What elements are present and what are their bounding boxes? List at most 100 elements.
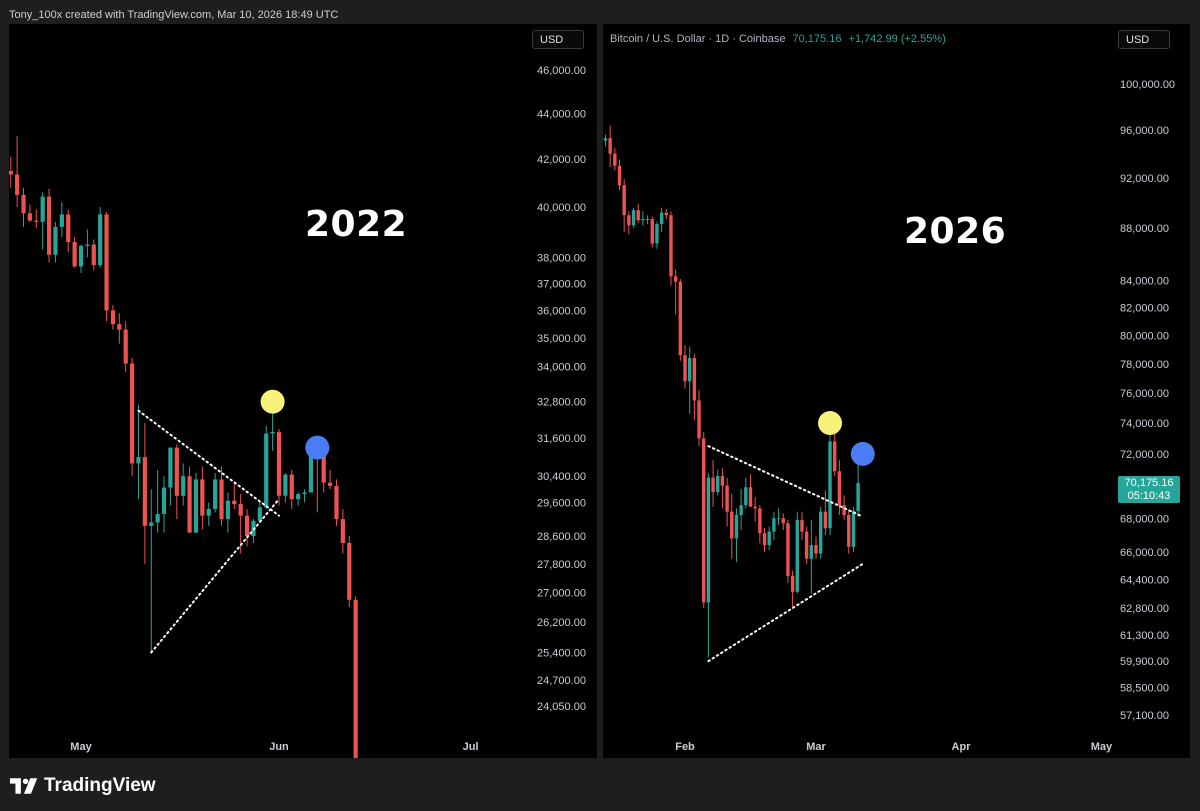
candle-body [85, 244, 90, 246]
candle-body [790, 576, 795, 592]
currency-button[interactable]: USD [532, 30, 584, 49]
candle-body [645, 219, 650, 221]
year-annotation-2022: 2022 [305, 204, 408, 245]
symbol-title: Bitcoin / U.S. Dollar · 1D · Coinbase [610, 33, 786, 45]
y-tick-label: 31,600.00 [537, 433, 586, 445]
y-tick-label: 74,000.00 [1120, 418, 1169, 430]
candle-body [40, 196, 45, 222]
candle-body [257, 507, 262, 521]
price-change: +1,742.99 (+2.55%) [848, 33, 946, 45]
trendline-dotted [150, 498, 280, 654]
candle-body [98, 214, 103, 266]
candle-body [193, 479, 199, 533]
marker-blue [305, 435, 330, 460]
chart-panel-2026[interactable]: 100,000.00 96,000.00 92,000.00 88,000.00 84,… [603, 24, 1190, 758]
candle-body [734, 514, 739, 539]
candle-body [786, 523, 790, 577]
chart-panel-2022[interactable]: 46,000.00 44,000.00 42,000.00 40,000.00 38,0… [9, 24, 597, 758]
candle-body [800, 519, 804, 532]
candle-body [264, 433, 269, 508]
y-tick-label: 29,600.00 [537, 497, 586, 509]
candle-body [21, 194, 26, 214]
trendline-dotted [707, 562, 864, 663]
chart-2026-svg[interactable]: 100,000.00 96,000.00 92,000.00 88,000.00 84,… [603, 24, 1190, 758]
y-tick-label: 62,800.00 [1120, 603, 1169, 615]
candle-body [702, 438, 706, 603]
candle-body [833, 441, 837, 472]
chart-2022-svg[interactable]: 46,000.00 44,000.00 42,000.00 40,000.00 38,0… [9, 24, 597, 758]
candle-body [804, 531, 809, 559]
candle-body [842, 505, 846, 515]
y-tick-label: 35,000.00 [537, 333, 586, 345]
candle-body [627, 215, 631, 226]
candle-body [104, 214, 109, 311]
x-tick-label: Apr [952, 741, 972, 753]
candle-body [72, 242, 77, 267]
candle-body [59, 214, 64, 227]
candle-body [697, 400, 701, 439]
candle-body [213, 479, 218, 510]
candle-body [327, 482, 333, 486]
y-tick-label: 26,200.00 [537, 617, 586, 629]
y-tick-label: 24,700.00 [537, 675, 586, 687]
candle-body [321, 453, 326, 483]
candle-body [814, 545, 818, 554]
year-annotation-2026: 2026 [904, 211, 1007, 252]
candle-body [608, 138, 612, 154]
candle-body [772, 518, 776, 532]
y-tick-label: 68,000.00 [1120, 513, 1169, 525]
y-tick-label: 30,400.00 [537, 471, 586, 483]
candle-body [650, 219, 654, 244]
y-tick-label: 59,900.00 [1120, 656, 1169, 668]
y-tick-label: 66,000.00 [1120, 547, 1169, 559]
y-tick-label: 92,000.00 [1120, 173, 1169, 185]
last-price-tag-value: 70,175.16 [1124, 477, 1174, 489]
y-tick-label: 64,400.00 [1120, 575, 1169, 587]
tradingview-logo-icon [10, 778, 38, 794]
candle-body [669, 215, 673, 277]
currency-button[interactable]: USD [1118, 30, 1170, 49]
tradingview-logo[interactable]: TradingView [10, 775, 156, 797]
y-tick-label: 37,000.00 [537, 279, 586, 291]
candle-body [758, 508, 762, 534]
candle-body [753, 506, 757, 509]
y-tick-label: 27,800.00 [537, 559, 586, 571]
marker-yellow [260, 389, 285, 414]
y-tick-label: 58,500.00 [1120, 683, 1169, 695]
candle-body [27, 213, 33, 221]
candle-body [276, 432, 282, 496]
y-tick-label: 78,000.00 [1120, 359, 1169, 371]
tradingview-logo-text: TradingView [44, 775, 156, 796]
candle-body [34, 220, 39, 222]
x-tick-label: May [1091, 741, 1113, 753]
candle-body [334, 485, 339, 520]
candle-body [347, 542, 352, 600]
candle-body [687, 358, 692, 382]
candle-body [739, 505, 743, 515]
candle-body [641, 219, 645, 221]
candle-body [762, 533, 767, 546]
candle-body [776, 518, 781, 520]
attribution-text: Tony_100x created with TradingView.com, … [9, 9, 339, 21]
candle-body [683, 355, 687, 382]
candle-body [823, 511, 828, 529]
y-tick-label: 57,100.00 [1120, 710, 1169, 722]
candle-body [744, 487, 748, 506]
candle-body [781, 518, 785, 524]
y-tick-label: 40,000.00 [537, 202, 586, 214]
trendline-dotted [707, 445, 864, 518]
y-tick-label: 46,000.00 [537, 65, 586, 77]
candle-body [187, 476, 192, 533]
x-tick-label: Feb [675, 741, 695, 753]
marker-yellow [818, 411, 843, 436]
candle-body [706, 477, 711, 603]
y-tick-label: 38,000.00 [537, 252, 586, 264]
candle-body [200, 479, 205, 516]
candle-body [353, 599, 358, 758]
candle-body [622, 185, 626, 216]
candle-body [655, 224, 659, 244]
candle-body [149, 522, 154, 526]
candle-body [837, 471, 842, 506]
candle-body [181, 476, 186, 496]
y-tick-label: 88,000.00 [1120, 223, 1169, 235]
